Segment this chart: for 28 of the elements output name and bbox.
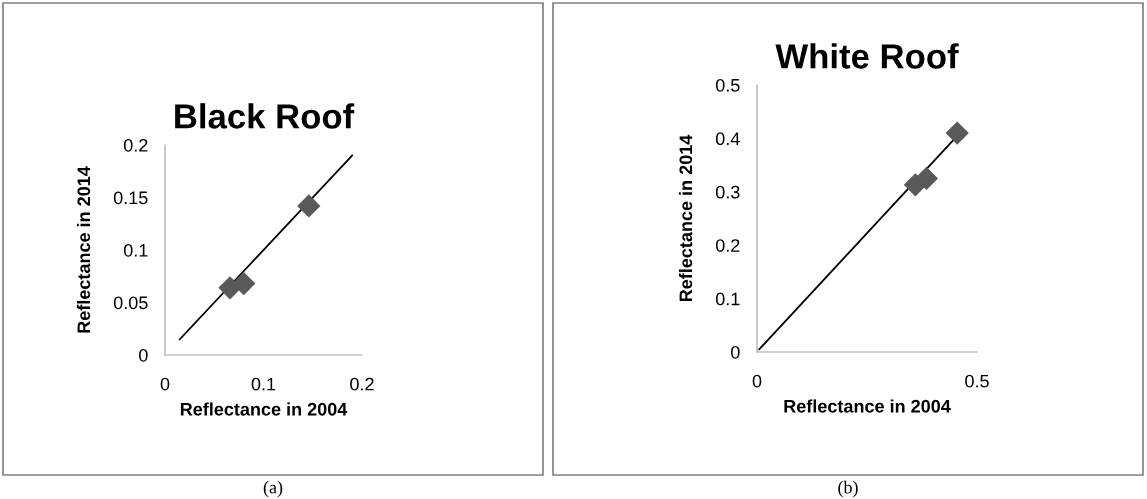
x-tick-label: 0 bbox=[160, 377, 170, 391]
y-tick-label: 0 bbox=[731, 345, 740, 359]
x-tick-label: 0.5 bbox=[965, 374, 989, 388]
point bbox=[232, 271, 256, 296]
point bbox=[914, 166, 939, 191]
y-tick-label: 0.2 bbox=[123, 138, 148, 152]
y-tick-label: 0.3 bbox=[715, 185, 740, 199]
x-axis-title: Reflectance in 2004 bbox=[180, 402, 348, 416]
x-tick-label: 0.2 bbox=[350, 377, 374, 391]
y-tick-label: 0.2 bbox=[715, 239, 740, 252]
chart-title: White Roof bbox=[775, 43, 959, 69]
y-tick-label: 0.1 bbox=[715, 292, 740, 306]
text: (b) bbox=[838, 480, 858, 498]
text: (a) bbox=[263, 480, 283, 498]
y-tick-label: 0.15 bbox=[113, 191, 148, 205]
y-tick-label: 0.4 bbox=[715, 132, 740, 146]
point bbox=[297, 194, 321, 218]
y-tick-label: 0.5 bbox=[715, 78, 740, 92]
point bbox=[945, 121, 969, 145]
y-axis-title: Reflectance in 2014 bbox=[76, 166, 91, 333]
y-tick-label: 0.1 bbox=[123, 243, 148, 257]
x-axis-title: Reflectance in 2004 bbox=[784, 399, 951, 413]
x-tick-label: 0 bbox=[752, 374, 762, 388]
y-tick-label: 0 bbox=[139, 348, 148, 362]
chart-title: Black Roof bbox=[175, 103, 355, 129]
y-tick-label: 0.05 bbox=[113, 296, 148, 310]
y-axis-title: Reflectance in 2014 bbox=[678, 134, 693, 302]
x-tick-label: 0.1 bbox=[251, 377, 276, 391]
